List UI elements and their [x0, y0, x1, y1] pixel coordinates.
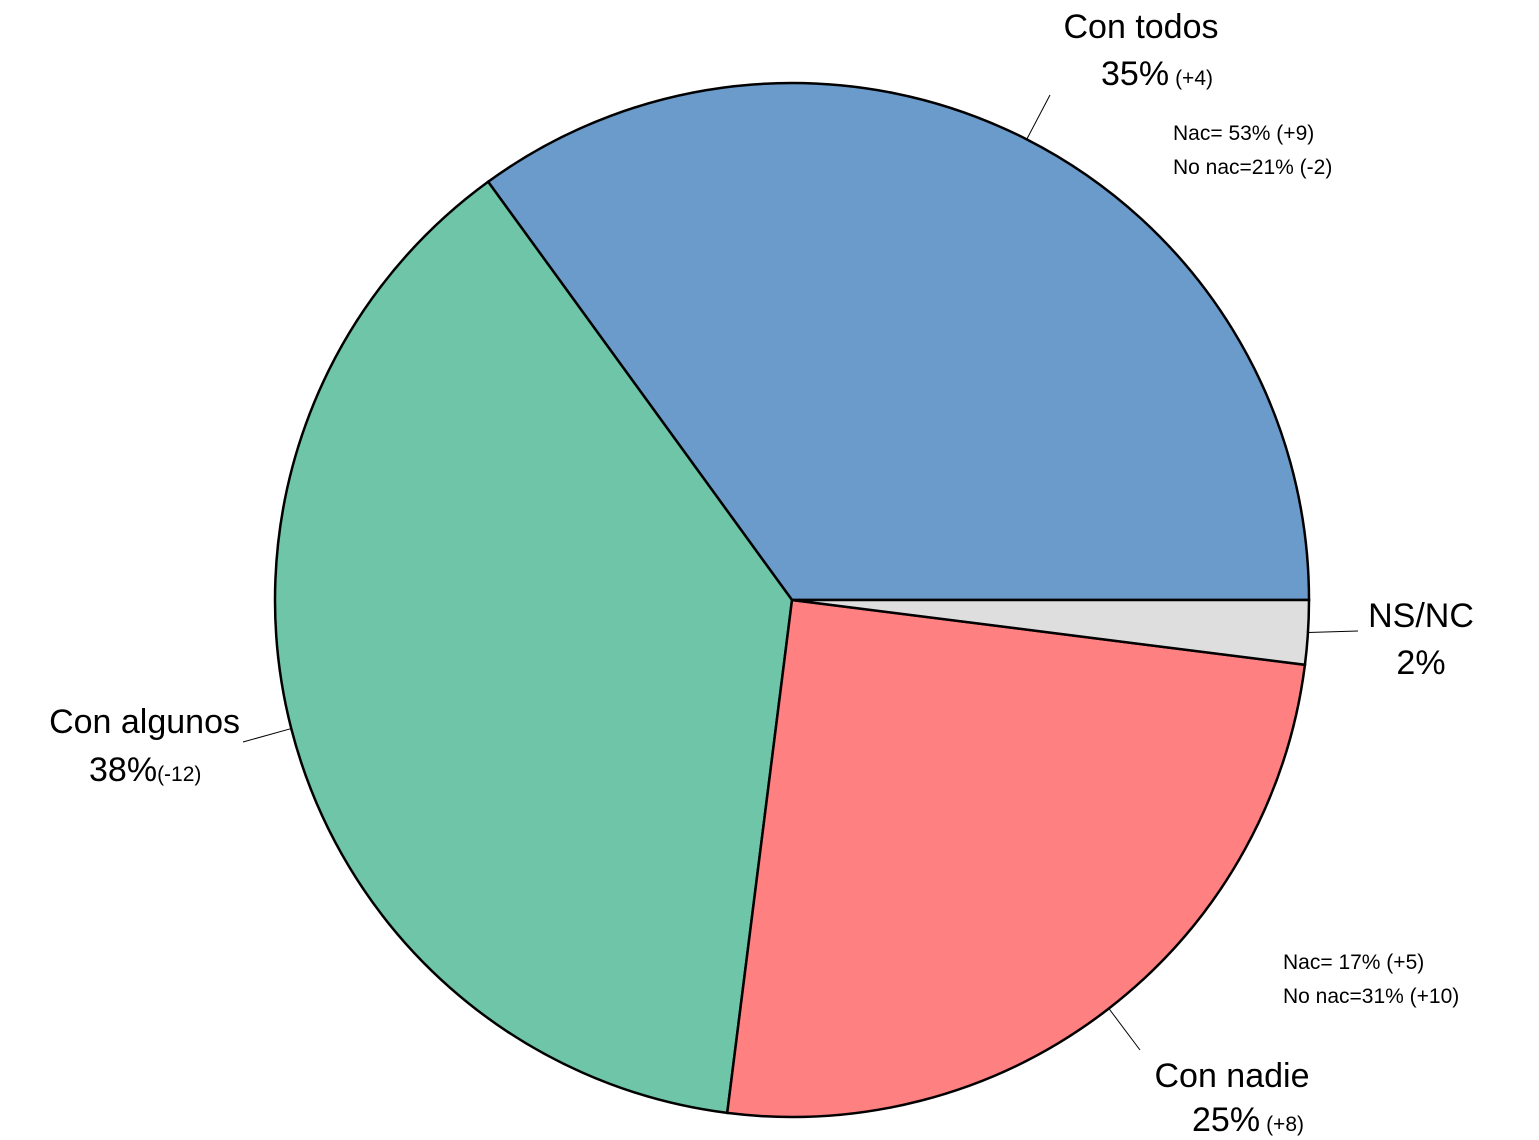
label-ns-nc: NS/NC [1368, 597, 1474, 635]
value-con-nadie: 25% (+8) [1192, 1101, 1304, 1139]
value-ns-nc: 2% [1396, 644, 1445, 682]
leader-con-nadie [1108, 1008, 1141, 1051]
note-con-nadie-no-nac: No nac=31% (+10) [1283, 985, 1459, 1008]
leader-con-algunos [242, 728, 292, 743]
slice-con-algunos [273, 179, 794, 1115]
label-con-todos: Con todos [1064, 8, 1219, 46]
leader-ns-nc [1307, 630, 1359, 633]
slice-ns-nc [791, 598, 1311, 667]
note-con-todos-no-nac: No nac=21% (-2) [1173, 156, 1332, 179]
label-con-algunos: Con algunos [49, 703, 240, 741]
value-con-todos: 35% (+4) [1101, 55, 1213, 93]
value-con-algunos: 38%(-12) [89, 751, 201, 789]
note-con-todos-nac: Nac= 53% (+9) [1173, 122, 1314, 145]
note-con-nadie-nac: Nac= 17% (+5) [1283, 951, 1424, 974]
slice-con-todos [486, 81, 1311, 602]
slice-con-nadie [725, 598, 1307, 1119]
label-con-nadie: Con nadie [1154, 1057, 1309, 1095]
pie-slices [273, 81, 1311, 1119]
leader-lines [242, 94, 1359, 1051]
leader-con-todos [1026, 94, 1051, 140]
